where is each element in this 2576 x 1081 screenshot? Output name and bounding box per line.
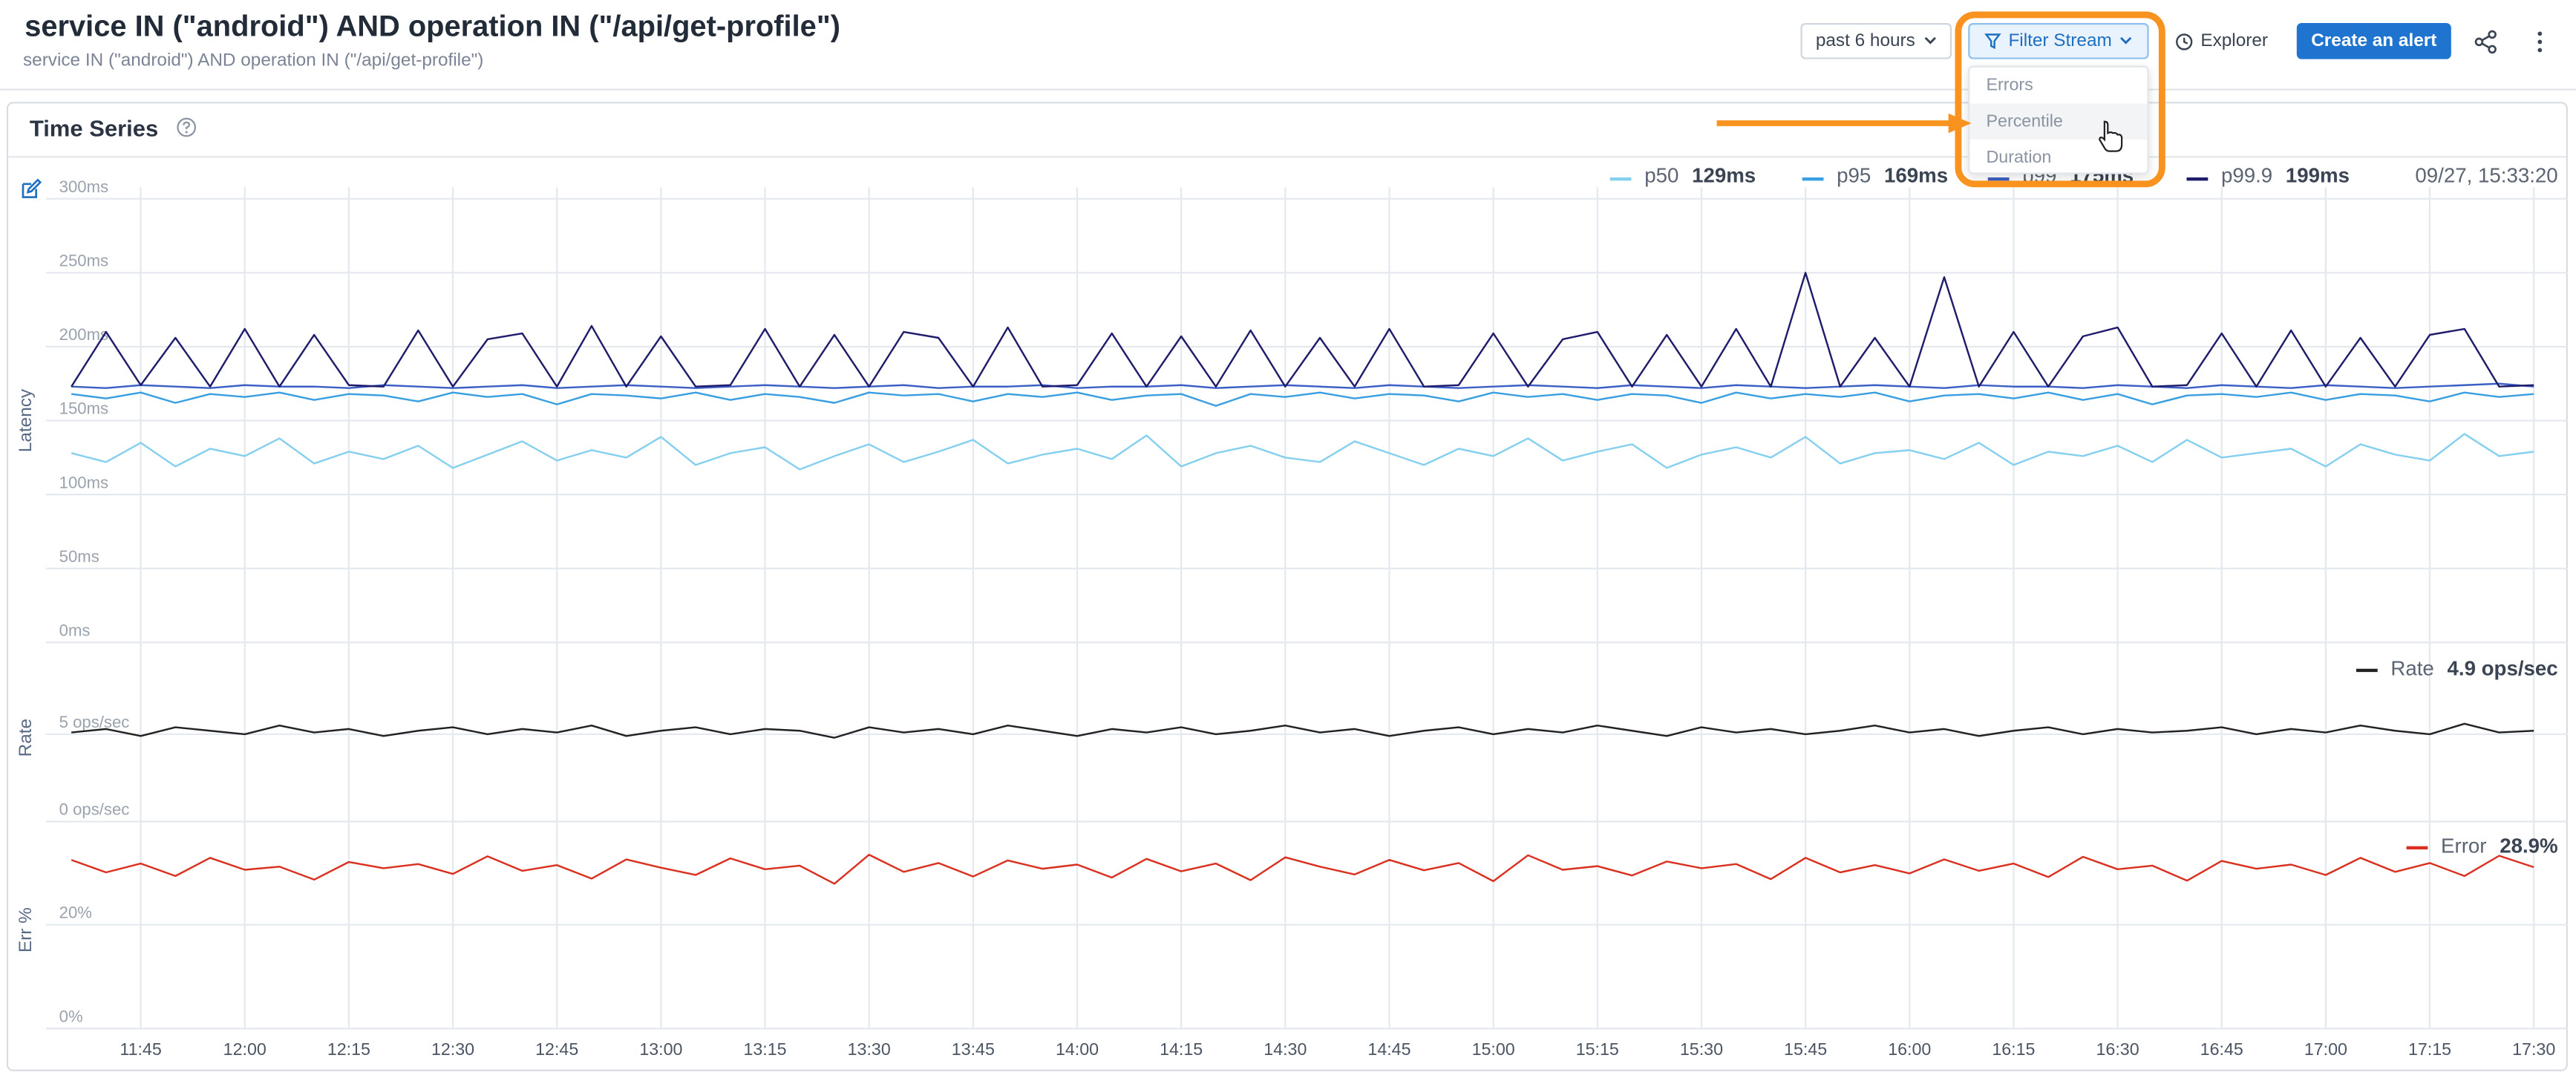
legend-value: 28.9% — [2500, 835, 2557, 858]
x-tick-label: 15:30 — [1680, 1039, 1723, 1059]
explorer-text: Explorer — [2200, 31, 2269, 51]
dropdown-item[interactable]: Errors — [1986, 75, 2033, 96]
more-button[interactable] — [2533, 30, 2546, 54]
x-tick-label: 14:15 — [1160, 1039, 1203, 1059]
x-tick-label: 13:45 — [952, 1039, 995, 1059]
y-tick-label: 250ms — [59, 252, 108, 270]
y-axis-label: Rate — [16, 719, 36, 757]
y-tick-label: 50ms — [59, 547, 99, 566]
x-tick-label: 12:15 — [327, 1039, 370, 1059]
x-tick-label: 14:30 — [1264, 1039, 1307, 1059]
x-tick-label: 16:00 — [1888, 1039, 1931, 1059]
x-tick-label: 15:00 — [1472, 1039, 1515, 1059]
series-line — [71, 722, 2534, 739]
dropdown-item[interactable]: Duration — [1986, 148, 2052, 168]
legend-name: p99.9 — [2221, 164, 2272, 187]
time-range-button[interactable]: past 6 hours — [1800, 22, 1952, 59]
series-line — [71, 382, 2534, 389]
legend-value: 129ms — [1692, 164, 1756, 187]
y-tick-label: 5 ops/sec — [59, 713, 130, 731]
clock-icon — [2174, 33, 2192, 50]
legend-name: Rate — [2390, 657, 2433, 680]
legend-name: p50 — [1644, 164, 1678, 187]
x-tick-label: 17:15 — [2408, 1039, 2451, 1059]
series-line — [71, 272, 2534, 388]
panel-divider — [8, 156, 2566, 158]
legend-name: Error — [2441, 835, 2486, 858]
help-icon[interactable] — [176, 117, 197, 138]
x-tick-label: 11:45 — [120, 1039, 161, 1059]
x-tick-label: 14:45 — [1367, 1039, 1410, 1059]
x-tick-label: 17:00 — [2304, 1039, 2347, 1059]
legend-value: 169ms — [1884, 164, 1948, 187]
filter-dropdown: Errors Percentile Duration — [1968, 65, 2149, 174]
x-tick-label: 16:30 — [2096, 1039, 2139, 1059]
series-line — [71, 433, 2534, 471]
legend-value: 199ms — [2286, 164, 2350, 187]
y-tick-label: 0ms — [59, 621, 91, 639]
x-tick-label: 16:15 — [1992, 1039, 2035, 1059]
legend-timestamp: 09/27, 15:33:20 — [2415, 164, 2557, 187]
explorer-button[interactable]: Explorer — [2162, 23, 2280, 59]
series-line — [71, 854, 2534, 885]
y-axis-label: Latency — [16, 388, 36, 452]
x-tick-label: 17:30 — [2512, 1039, 2555, 1059]
share-button[interactable] — [2474, 30, 2499, 54]
x-tick-label: 12:30 — [431, 1039, 474, 1059]
y-tick-label: 20% — [59, 904, 92, 922]
legend-value: 4.9 ops/sec — [2448, 657, 2558, 680]
create-alert-text: Create an alert — [2311, 31, 2437, 51]
y-tick-label: 150ms — [59, 399, 108, 418]
y-tick-label: 0% — [59, 1007, 83, 1025]
time-series-panel — [6, 102, 2568, 1071]
dropdown-item[interactable]: Percentile — [1969, 103, 2148, 140]
query-subtitle: service IN ("android") AND operation IN … — [22, 50, 484, 71]
chevron-icon — [1924, 36, 1936, 45]
x-tick-label: 14:00 — [1056, 1039, 1099, 1059]
y-tick-label: 100ms — [59, 473, 108, 491]
y-tick-label: 300ms — [59, 177, 108, 196]
x-tick-label: 12:45 — [535, 1039, 578, 1059]
y-axis-label: Err % — [16, 907, 36, 953]
create-alert-button[interactable]: Create an alert — [2296, 22, 2451, 59]
x-tick-label: 13:15 — [743, 1039, 786, 1059]
x-tick-label: 13:30 — [848, 1039, 891, 1059]
time-range-text: past 6 hours — [1815, 31, 1915, 51]
x-tick-label: 15:45 — [1784, 1039, 1827, 1059]
y-tick-label: 0 ops/sec — [59, 800, 130, 819]
x-tick-label: 12:00 — [223, 1039, 267, 1059]
series-line — [71, 391, 2534, 407]
x-tick-label: 16:45 — [2200, 1039, 2243, 1059]
header-divider — [0, 88, 2576, 91]
x-tick-label: 13:00 — [639, 1039, 682, 1059]
edit-icon[interactable] — [22, 178, 42, 198]
legend-name: p95 — [1837, 164, 1871, 187]
x-tick-label: 15:15 — [1576, 1039, 1619, 1059]
panel-title: Time Series — [29, 114, 159, 142]
query-title: service IN ("android") AND operation IN … — [24, 10, 840, 43]
